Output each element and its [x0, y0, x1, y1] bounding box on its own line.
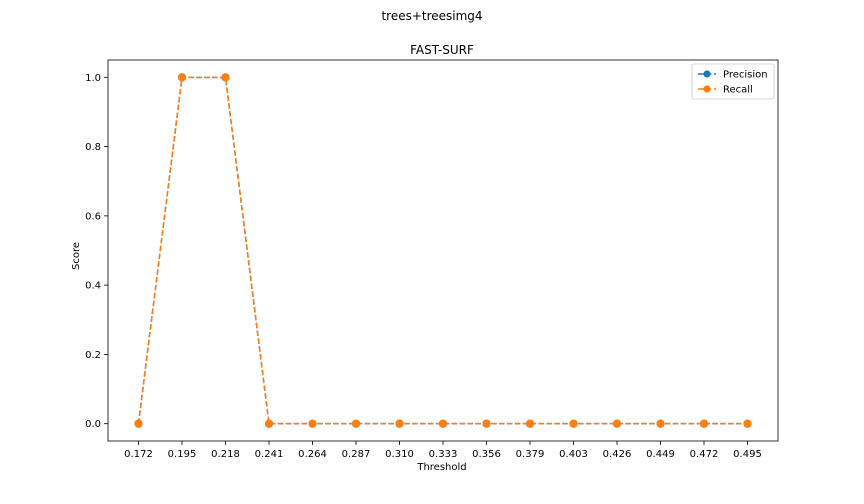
y-tick-label: 0.4 [85, 281, 101, 292]
legend-marker-recall [703, 85, 711, 93]
legend: Precision Recall [691, 63, 775, 100]
data-point-recall [177, 73, 187, 82]
x-tick-label: 0.379 [516, 449, 545, 460]
data-point-recall [351, 419, 361, 428]
chart-title: FAST-SURF [410, 43, 474, 57]
data-point-recall [699, 419, 709, 428]
x-tick-label: 0.356 [472, 449, 501, 460]
x-tick-label: 0.172 [124, 449, 153, 460]
y-tick-label: 0.2 [85, 350, 101, 361]
data-point-recall [612, 419, 622, 428]
data-point-recall [525, 419, 535, 428]
x-tick-label: 0.310 [385, 449, 414, 460]
x-axis-label: Threshold [416, 462, 466, 473]
x-tick-label: 0.241 [255, 449, 284, 460]
plot-area: 0.172 0.195 0.218 0.241 0.264 0.287 0.310 0.333… [85, 59, 779, 460]
x-tick-label: 0.472 [690, 449, 719, 460]
x-tick-label: 0.195 [168, 449, 197, 460]
series-line-recall [137, 76, 748, 425]
y-tick-label: 0.6 [85, 211, 101, 222]
data-point-recall [482, 419, 491, 428]
data-point-recall [438, 419, 448, 428]
data-point-recall [569, 419, 578, 428]
data-point-recall [264, 419, 274, 428]
x-tick-label: 0.333 [429, 449, 458, 460]
x-tick-label: 0.287 [342, 449, 371, 460]
x-tick-label: 0.449 [646, 449, 675, 460]
figure-suptitle: trees+treesimg4 [381, 9, 482, 23]
data-point-recall [134, 419, 143, 428]
x-tick-label: 0.495 [733, 449, 762, 460]
x-tick-label: 0.218 [211, 449, 240, 460]
data-point-recall [308, 419, 317, 428]
y-tick-label: 0.0 [85, 419, 101, 430]
legend-marker-precision [703, 70, 711, 78]
x-tick-label: 0.264 [298, 449, 327, 460]
x-tick-label: 0.403 [559, 449, 588, 460]
x-tick-label: 0.426 [603, 449, 632, 460]
legend-box [691, 63, 775, 100]
data-point-recall [221, 73, 230, 82]
series-line-precision [137, 76, 748, 425]
data-point-recall [743, 419, 752, 428]
data-point-recall [656, 419, 665, 428]
legend-label-recall: Recall [723, 85, 753, 96]
y-tick-label: 0.8 [85, 142, 101, 153]
y-tick-label: 1.0 [85, 73, 101, 84]
data-point-recall [395, 419, 404, 428]
legend-label-precision: Precision [723, 70, 768, 81]
plot-frame [107, 59, 779, 442]
y-axis-label: Score [71, 242, 82, 270]
